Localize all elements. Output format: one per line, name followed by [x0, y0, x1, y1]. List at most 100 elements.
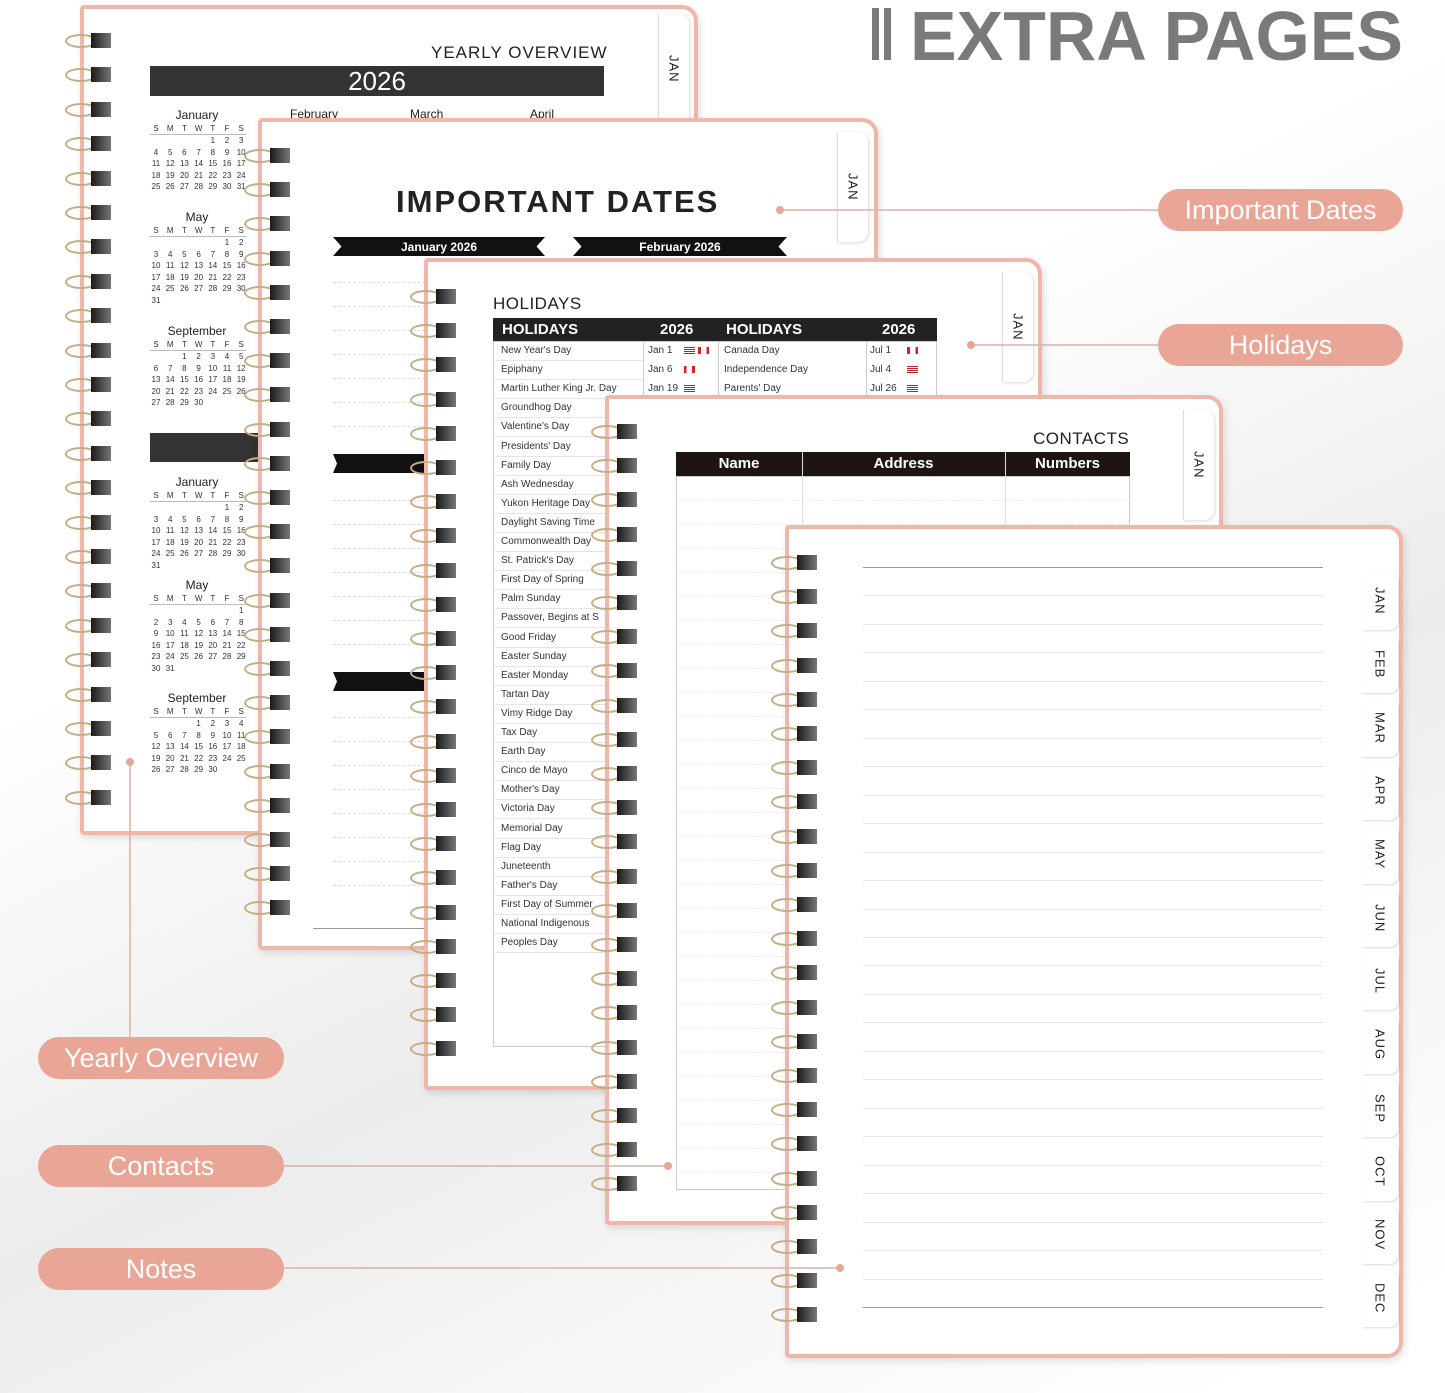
title-bar [872, 8, 879, 60]
coil-hole [270, 695, 290, 711]
spiral-coil [244, 661, 290, 677]
row-rule [493, 894, 643, 896]
coil-hole [797, 794, 817, 810]
day: 6 [167, 730, 173, 740]
coil-hole [797, 1136, 817, 1152]
weekday: T [210, 491, 216, 500]
day: 3 [224, 719, 230, 728]
holiday-name: Vimy Ridge Day [501, 707, 573, 719]
day: 29 [222, 284, 232, 294]
holiday-name: Juneteenth [501, 860, 551, 872]
day: 8 [196, 730, 201, 740]
day: 22 [222, 537, 232, 547]
weekday: M [166, 707, 174, 716]
spiral-coil [771, 862, 817, 879]
coil-hole [617, 902, 637, 918]
spiral-coil [410, 973, 456, 989]
coil-hole [617, 1073, 637, 1089]
spiral-coil [410, 699, 456, 715]
day: 17 [151, 537, 161, 547]
coil-hole [797, 828, 817, 844]
day: 3 [167, 617, 173, 627]
day: 14 [194, 159, 204, 169]
callout-dot [776, 206, 784, 214]
day: 28 [222, 652, 232, 662]
holiday-name: Ash Wednesday [501, 478, 574, 490]
day: 25 [179, 652, 189, 662]
day: 14 [208, 526, 218, 536]
tab-label: JUN [1372, 903, 1388, 933]
day: 13 [165, 742, 175, 752]
day: 4 [153, 147, 159, 157]
coil-hole [617, 731, 637, 747]
spiral-coil [410, 733, 456, 750]
day: 27 [151, 398, 161, 408]
weekday: T [210, 226, 216, 235]
coil-hole [617, 1108, 637, 1123]
column-rule [718, 341, 719, 398]
coil-hole [436, 665, 456, 681]
column-rule [866, 341, 867, 398]
day: 13 [194, 261, 204, 271]
weekday: F [224, 594, 230, 603]
day: 31 [151, 561, 161, 570]
day: 1 [196, 719, 201, 728]
day: 27 [194, 284, 204, 294]
coil-hole [797, 1204, 817, 1220]
row-rule [493, 360, 643, 361]
day: 22 [208, 170, 218, 180]
day: 1 [182, 352, 187, 361]
day: 18 [165, 537, 175, 547]
month-tab: MAR [1362, 698, 1398, 757]
holiday-name: Family Day [501, 459, 552, 471]
day: 17 [208, 375, 218, 385]
note-line [863, 1250, 1323, 1252]
weekday: F [224, 340, 230, 349]
row-rule [493, 818, 643, 820]
coil-hole [797, 965, 817, 981]
spiral-coil [410, 836, 456, 852]
day: 5 [238, 352, 244, 361]
spiral-coil [65, 583, 111, 599]
spiral-coil [65, 652, 111, 668]
callout-pill: Important Dates [1158, 189, 1403, 231]
day: 25 [165, 549, 175, 559]
spiral-coil [771, 965, 817, 981]
weekday-rule [150, 350, 246, 351]
spiral-coil [65, 514, 111, 531]
day: 18 [222, 375, 232, 385]
coil-hole [436, 494, 456, 510]
coil-hole [436, 973, 456, 988]
day: 2 [153, 617, 159, 627]
day: 23 [236, 272, 246, 282]
year-bar [150, 433, 260, 462]
spiral-coil [65, 445, 111, 462]
coil-hole [91, 239, 111, 255]
note-line [863, 851, 1323, 853]
weekday: S [153, 594, 159, 603]
row-rule [493, 512, 643, 514]
day: 28 [208, 284, 218, 294]
callout-dot [664, 1162, 672, 1170]
weekday: S [238, 226, 244, 235]
note-line [863, 709, 1323, 711]
spiral-coil [65, 411, 111, 427]
holiday-date: Jan 6 [648, 364, 673, 376]
row-rule [493, 799, 643, 801]
weekday: T [181, 594, 187, 603]
holiday-name: Earth Day [501, 746, 546, 758]
day: 7 [210, 249, 216, 259]
day: 9 [238, 514, 244, 524]
month-name: February [290, 107, 339, 121]
spiral-coil [771, 999, 817, 1016]
note-line [863, 1107, 1323, 1109]
spiral-coil [771, 1102, 817, 1118]
page-title: YEARLY OVERVIEW [431, 43, 608, 62]
day: 31 [151, 296, 161, 305]
row-rule [493, 455, 643, 457]
table-header-label: Address [873, 455, 934, 472]
spiral-coil [591, 526, 637, 543]
month-name: May [185, 578, 209, 592]
spiral-coil [244, 455, 290, 472]
note-line [863, 794, 1323, 796]
